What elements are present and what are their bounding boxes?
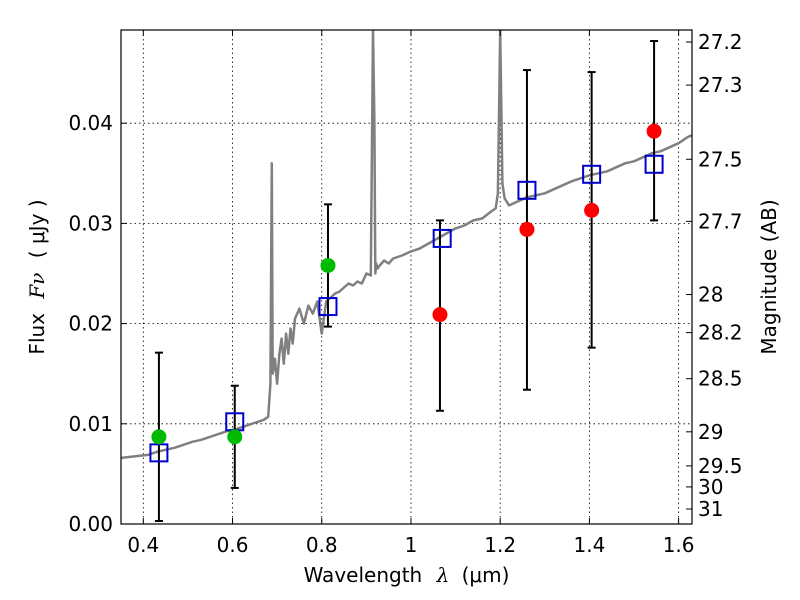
y-tick-label: 0.04 — [68, 111, 113, 135]
nir-circle-point — [646, 123, 662, 139]
x-axis-title-unit: (μm) — [462, 563, 510, 587]
x-tick-label: 0.4 — [127, 533, 159, 557]
y2-tick-label: 28.2 — [698, 321, 743, 345]
y-axis-title-symbol: Fν — [25, 273, 49, 300]
axes-frame — [120, 29, 693, 525]
model-square-point — [318, 297, 338, 317]
ticks: 0.4 0.6 0.8 1 1.2 1.4 1.6 0.00 0.01 0.02 0.03 0.04 2… — [68, 30, 743, 557]
model-square-point — [432, 228, 452, 248]
y2-tick-label: 28 — [698, 283, 723, 307]
plot-area — [121, 30, 692, 522]
model-square-point — [644, 154, 664, 174]
y2-tick-label: 27.7 — [698, 209, 743, 233]
right-axis-title: Magnitude (AB) — [757, 199, 781, 354]
y2-tick-label: 27.2 — [698, 30, 743, 54]
x-tick-label: 1.4 — [573, 533, 605, 557]
y-tick-label: 0.02 — [68, 312, 113, 336]
nir-circle-point — [584, 202, 600, 218]
y-axis-title-unit: ( μJy ) — [25, 199, 49, 258]
model-square-point — [582, 164, 602, 184]
y-axis-title: Flux Fν ( μJy ) — [25, 199, 49, 354]
y2-tick-label: 27.3 — [698, 73, 743, 97]
y2-tick-label: 28.5 — [698, 367, 743, 391]
x-axis-title-prefix: Wavelength — [304, 563, 423, 587]
x-tick-label: 1.6 — [663, 533, 695, 557]
model-square-point — [517, 180, 537, 200]
y-tick-label: 0.01 — [68, 412, 113, 436]
x-tick-label: 1 — [405, 533, 418, 557]
y-tick-label: 0.03 — [68, 211, 113, 235]
x-axis-title: Wavelength λ (μm) — [304, 563, 510, 587]
optical-circle-point — [227, 429, 243, 445]
y2-tick-label: 29.5 — [698, 454, 743, 478]
x-tick-label: 0.8 — [306, 533, 338, 557]
y-axis-title-prefix: Flux — [25, 313, 49, 355]
y2-tick-label: 30 — [698, 475, 723, 499]
spectrum-line — [121, 30, 692, 460]
nir-circle-point — [432, 307, 448, 323]
y2-tick-label: 27.5 — [698, 147, 743, 171]
x-tick-label: 0.6 — [217, 533, 249, 557]
optical-circle-point — [320, 257, 336, 273]
y-tick-label: 0.00 — [68, 512, 113, 536]
optical-circle-point — [151, 429, 167, 445]
x-tick-label: 1.2 — [484, 533, 516, 557]
grid — [121, 30, 692, 525]
model-square-point — [149, 443, 169, 463]
nir-circle-point — [519, 221, 535, 237]
y2-tick-label: 29 — [698, 420, 723, 444]
x-axis-title-symbol: λ — [436, 563, 450, 587]
y2-tick-label: 31 — [698, 497, 723, 521]
